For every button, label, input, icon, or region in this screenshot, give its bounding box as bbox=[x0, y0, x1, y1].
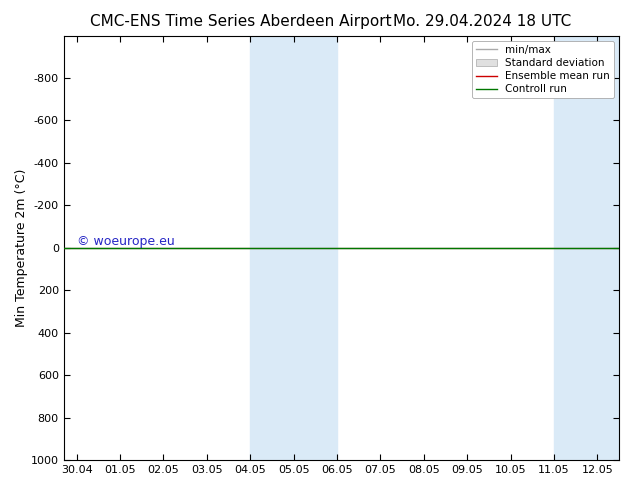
Text: CMC-ENS Time Series Aberdeen Airport: CMC-ENS Time Series Aberdeen Airport bbox=[90, 14, 392, 29]
Text: Mo. 29.04.2024 18 UTC: Mo. 29.04.2024 18 UTC bbox=[392, 14, 571, 29]
Y-axis label: Min Temperature 2m (°C): Min Temperature 2m (°C) bbox=[15, 169, 28, 327]
Legend: min/max, Standard deviation, Ensemble mean run, Controll run: min/max, Standard deviation, Ensemble me… bbox=[472, 41, 614, 98]
Bar bbox=[250, 36, 294, 460]
Text: © woeurope.eu: © woeurope.eu bbox=[77, 235, 174, 248]
Bar bbox=[294, 36, 337, 460]
Bar bbox=[554, 36, 619, 460]
